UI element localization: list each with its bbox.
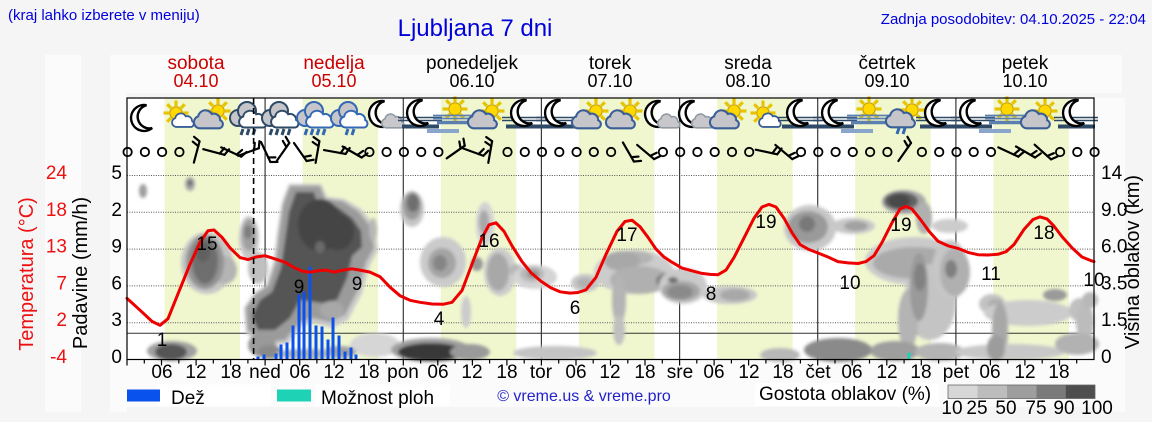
svg-text:04.10: 04.10 [173,71,218,91]
svg-text:09.10: 09.10 [864,71,909,91]
svg-text:06: 06 [427,362,448,383]
svg-text:3: 3 [111,310,122,331]
svg-text:90: 90 [1053,398,1074,419]
svg-text:9: 9 [111,237,122,258]
svg-text:sreda: sreda [724,53,772,74]
svg-text:petek: petek [1002,53,1049,74]
svg-text:Višina oblakov (km): Višina oblakov (km) [1122,175,1144,349]
svg-text:10: 10 [839,273,860,294]
svg-text:8: 8 [706,284,717,305]
svg-text:sobota: sobota [167,53,224,74]
svg-text:© vreme.us & vreme.pro: © vreme.us & vreme.pro [497,388,671,405]
svg-text:6.0: 6.0 [1101,237,1127,258]
svg-text:06: 06 [151,362,172,383]
svg-text:06: 06 [289,362,310,383]
svg-text:06: 06 [979,362,1000,383]
svg-text:Zadnja posodobitev: 04.10.2025: Zadnja posodobitev: 04.10.2025 - 22:04 [881,11,1146,28]
svg-text:-4: -4 [50,347,67,368]
svg-text:07.10: 07.10 [587,71,632,91]
svg-text:0: 0 [111,347,122,368]
svg-text:100: 100 [1081,398,1113,419]
svg-text:18: 18 [772,362,793,383]
svg-text:1.5: 1.5 [1101,310,1127,331]
svg-text:12: 12 [1014,362,1035,383]
svg-text:12: 12 [738,362,759,383]
svg-text:ponedeljek: ponedeljek [426,53,518,74]
svg-text:25: 25 [966,398,987,419]
svg-text:18: 18 [220,362,241,383]
svg-text:5: 5 [111,163,122,184]
svg-text:18: 18 [1033,223,1054,244]
svg-text:Možnost ploh: Možnost ploh [321,388,434,409]
svg-text:torek: torek [589,53,632,74]
svg-text:nedelja: nedelja [303,53,365,74]
svg-text:1: 1 [157,330,168,351]
svg-text:Temperatura (°C): Temperatura (°C) [16,197,38,351]
svg-text:3.5: 3.5 [1101,273,1127,294]
svg-text:08.10: 08.10 [725,71,770,91]
svg-text:06.10: 06.10 [449,71,494,91]
svg-text:11: 11 [981,264,1001,285]
svg-text:17: 17 [616,225,637,246]
svg-text:6: 6 [111,273,122,294]
svg-text:05.10: 05.10 [311,71,356,91]
svg-text:četrtek: četrtek [858,53,916,74]
svg-text:75: 75 [1025,398,1046,419]
svg-text:2: 2 [56,310,67,331]
svg-text:9: 9 [352,274,363,295]
svg-text:(kraj lahko izberete v meniju): (kraj lahko izberete v meniju) [8,7,200,24]
svg-text:19: 19 [890,215,911,236]
svg-text:sre: sre [667,362,693,383]
svg-text:Gostota oblakov (%): Gostota oblakov (%) [759,384,931,405]
svg-text:18: 18 [634,362,655,383]
svg-text:Padavine (mm/h): Padavine (mm/h) [70,197,92,349]
svg-text:10.10: 10.10 [1002,71,1047,91]
svg-text:pet: pet [943,362,970,383]
svg-text:tor: tor [530,362,553,383]
svg-text:06: 06 [565,362,586,383]
svg-text:pon: pon [387,362,419,383]
svg-text:0: 0 [1101,347,1112,368]
svg-text:19: 19 [755,212,776,233]
svg-text:9.0: 9.0 [1101,200,1127,221]
svg-text:16: 16 [478,231,499,252]
svg-text:18: 18 [1048,362,1069,383]
svg-text:12: 12 [876,362,897,383]
svg-text:14: 14 [1101,163,1123,184]
svg-text:ned: ned [249,362,281,383]
svg-text:18: 18 [496,362,517,383]
svg-text:15: 15 [196,234,217,255]
svg-text:18: 18 [358,362,379,383]
svg-text:Dež: Dež [171,388,205,409]
svg-text:Ljubljana 7 dni: Ljubljana 7 dni [398,15,553,42]
svg-text:4: 4 [434,309,445,330]
svg-text:12: 12 [185,362,206,383]
svg-text:13: 13 [46,237,67,258]
svg-text:18: 18 [910,362,931,383]
svg-text:06: 06 [841,362,862,383]
svg-text:čet: čet [805,362,831,383]
svg-text:9: 9 [294,277,305,298]
svg-text:50: 50 [995,398,1016,419]
svg-text:7: 7 [56,273,67,294]
svg-text:12: 12 [461,362,482,383]
svg-text:2: 2 [111,200,122,221]
svg-text:6: 6 [570,298,581,319]
svg-text:18: 18 [46,200,67,221]
svg-text:12: 12 [599,362,620,383]
svg-text:12: 12 [323,362,344,383]
svg-text:10: 10 [941,398,962,419]
svg-text:06: 06 [703,362,724,383]
svg-text:24: 24 [46,163,68,184]
